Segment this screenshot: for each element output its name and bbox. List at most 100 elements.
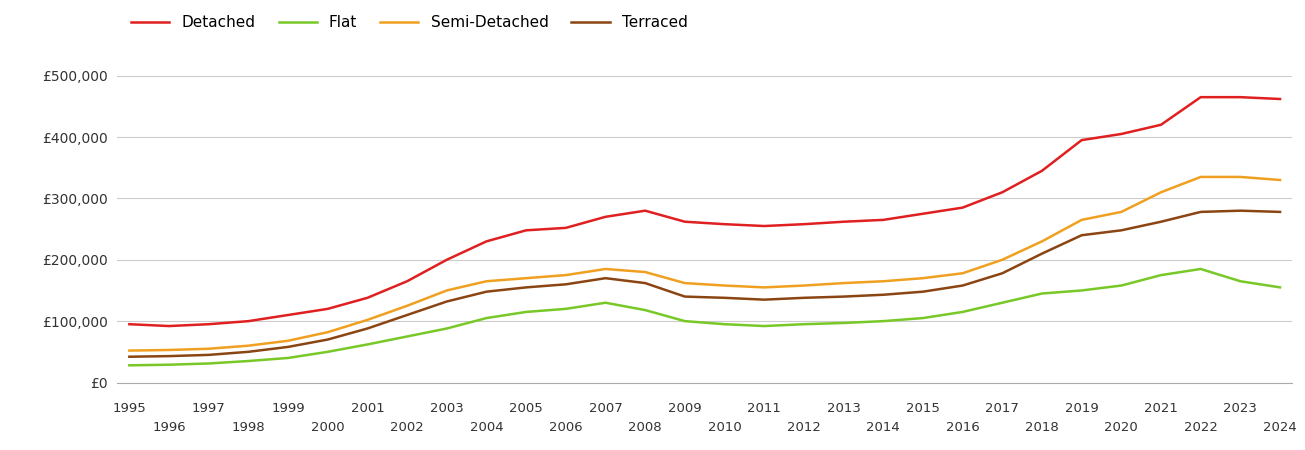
Detached	[240, 319, 256, 324]
Text: 2009: 2009	[668, 402, 702, 415]
Detached	[559, 225, 574, 230]
Detached	[915, 211, 930, 216]
Detached	[1113, 131, 1129, 137]
Semi-Detached	[876, 279, 891, 284]
Terraced	[915, 289, 930, 294]
Detached	[677, 219, 693, 225]
Terraced	[955, 283, 971, 288]
Semi-Detached	[399, 303, 415, 309]
Flat	[876, 319, 891, 324]
Text: 1999: 1999	[271, 402, 305, 415]
Flat	[320, 349, 335, 355]
Text: 2000: 2000	[311, 421, 345, 434]
Text: 2010: 2010	[707, 421, 741, 434]
Terraced	[240, 349, 256, 355]
Flat	[994, 300, 1010, 306]
Text: 2015: 2015	[906, 402, 940, 415]
Detached	[121, 321, 137, 327]
Semi-Detached	[1113, 209, 1129, 215]
Terraced	[281, 344, 296, 350]
Text: 2017: 2017	[985, 402, 1019, 415]
Text: 1995: 1995	[112, 402, 146, 415]
Detached	[162, 324, 177, 329]
Semi-Detached	[240, 343, 256, 348]
Text: 2008: 2008	[629, 421, 662, 434]
Text: 1996: 1996	[153, 421, 185, 434]
Text: 2003: 2003	[429, 402, 463, 415]
Flat	[1113, 283, 1129, 288]
Detached	[1193, 94, 1208, 100]
Text: 2024: 2024	[1263, 421, 1297, 434]
Text: 2001: 2001	[351, 402, 384, 415]
Terraced	[518, 285, 534, 290]
Text: 2006: 2006	[549, 421, 582, 434]
Terraced	[559, 282, 574, 287]
Detached	[598, 214, 613, 220]
Text: 2018: 2018	[1026, 421, 1058, 434]
Flat	[1034, 291, 1049, 296]
Semi-Detached	[360, 317, 376, 323]
Terraced	[835, 294, 851, 299]
Terraced	[399, 312, 415, 318]
Terraced	[121, 354, 137, 360]
Flat	[835, 320, 851, 326]
Flat	[716, 321, 732, 327]
Flat	[1232, 279, 1248, 284]
Terraced	[796, 295, 812, 301]
Detached	[835, 219, 851, 225]
Terraced	[757, 297, 773, 302]
Flat	[955, 309, 971, 315]
Detached	[716, 221, 732, 227]
Text: 2007: 2007	[589, 402, 622, 415]
Detached	[1074, 137, 1090, 143]
Flat	[240, 358, 256, 364]
Detached	[1034, 168, 1049, 174]
Flat	[201, 361, 217, 366]
Line: Flat: Flat	[129, 269, 1280, 365]
Semi-Detached	[598, 266, 613, 272]
Terraced	[201, 352, 217, 358]
Terraced	[1232, 208, 1248, 213]
Semi-Detached	[1154, 189, 1169, 195]
Terraced	[1074, 233, 1090, 238]
Text: 1998: 1998	[231, 421, 265, 434]
Line: Terraced: Terraced	[129, 211, 1280, 357]
Detached	[1272, 96, 1288, 102]
Flat	[281, 355, 296, 360]
Detached	[518, 228, 534, 233]
Text: 2016: 2016	[946, 421, 980, 434]
Line: Semi-Detached: Semi-Detached	[129, 177, 1280, 351]
Semi-Detached	[716, 283, 732, 288]
Flat	[1272, 285, 1288, 290]
Terraced	[360, 326, 376, 331]
Flat	[637, 307, 652, 313]
Flat	[438, 326, 454, 331]
Terraced	[1034, 251, 1049, 256]
Flat	[1074, 288, 1090, 293]
Terraced	[1154, 219, 1169, 225]
Semi-Detached	[201, 346, 217, 351]
Flat	[518, 309, 534, 315]
Detached	[1232, 94, 1248, 100]
Semi-Detached	[559, 272, 574, 278]
Flat	[360, 342, 376, 347]
Terraced	[1272, 209, 1288, 215]
Detached	[360, 295, 376, 301]
Semi-Detached	[162, 347, 177, 353]
Text: 2014: 2014	[867, 421, 900, 434]
Text: 2005: 2005	[509, 402, 543, 415]
Flat	[915, 315, 930, 321]
Legend: Detached, Flat, Semi-Detached, Terraced: Detached, Flat, Semi-Detached, Terraced	[125, 9, 694, 36]
Semi-Detached	[677, 280, 693, 286]
Semi-Detached	[915, 275, 930, 281]
Flat	[399, 334, 415, 339]
Detached	[399, 279, 415, 284]
Terraced	[1113, 228, 1129, 233]
Flat	[162, 362, 177, 367]
Semi-Detached	[121, 348, 137, 353]
Text: 2002: 2002	[390, 421, 424, 434]
Text: 1997: 1997	[192, 402, 226, 415]
Terraced	[994, 270, 1010, 276]
Terraced	[716, 295, 732, 301]
Semi-Detached	[320, 329, 335, 335]
